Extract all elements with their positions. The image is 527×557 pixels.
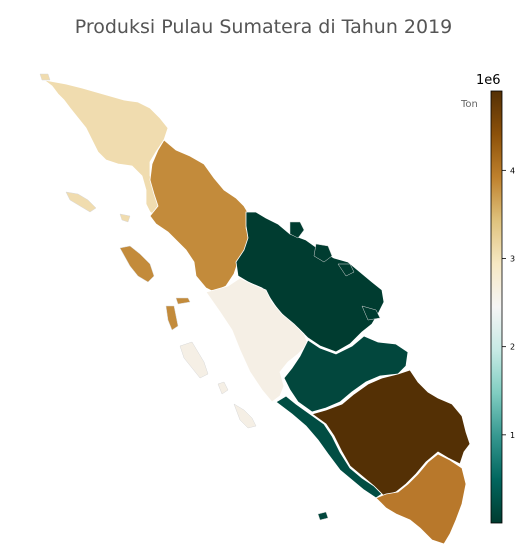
- province-aceh: [43, 79, 169, 219]
- batu-island: [175, 297, 191, 305]
- colorbar-exponent: 1e6: [476, 73, 501, 88]
- province-sumatera-utara: [149, 139, 251, 293]
- province-riau: [235, 211, 385, 353]
- province-sumatera-barat: [205, 277, 309, 403]
- riau-islands-a: [289, 221, 305, 239]
- enggano-area-island: [233, 403, 257, 429]
- simeulue-island: [65, 191, 97, 213]
- colorbar-label: Ton: [461, 99, 478, 110]
- colorbar: 1 2 3 4: [490, 90, 515, 524]
- province-lampung: [375, 453, 467, 545]
- colorbar-gradient: [490, 90, 503, 524]
- province-sumatera-selatan: [311, 369, 471, 497]
- jambi-coastal-island: [317, 511, 329, 521]
- small-islands: [39, 73, 381, 521]
- colorbar-tick-label: 3: [510, 255, 515, 264]
- riau-islands-c: [337, 263, 355, 277]
- riau-islands-d: [361, 305, 381, 321]
- colorbar-tick-label: 1: [510, 431, 515, 440]
- banyak-island: [119, 213, 131, 223]
- nias-island: [119, 245, 155, 283]
- province-areas: [43, 79, 471, 545]
- mentawai-south-island: [217, 381, 229, 395]
- colorbar-tick-label: 2: [510, 343, 515, 352]
- sipora-pagai-island: [179, 341, 209, 379]
- weh-island: [39, 73, 51, 81]
- colorbar-ticks: 1 2 3 4: [502, 166, 515, 440]
- province-jambi: [283, 335, 409, 413]
- riau-islands-b: [313, 243, 333, 263]
- map-title: Produksi Pulau Sumatera di Tahun 2019: [74, 16, 453, 38]
- colorbar-tick-label: 4: [510, 166, 515, 175]
- siberut-island: [165, 305, 179, 331]
